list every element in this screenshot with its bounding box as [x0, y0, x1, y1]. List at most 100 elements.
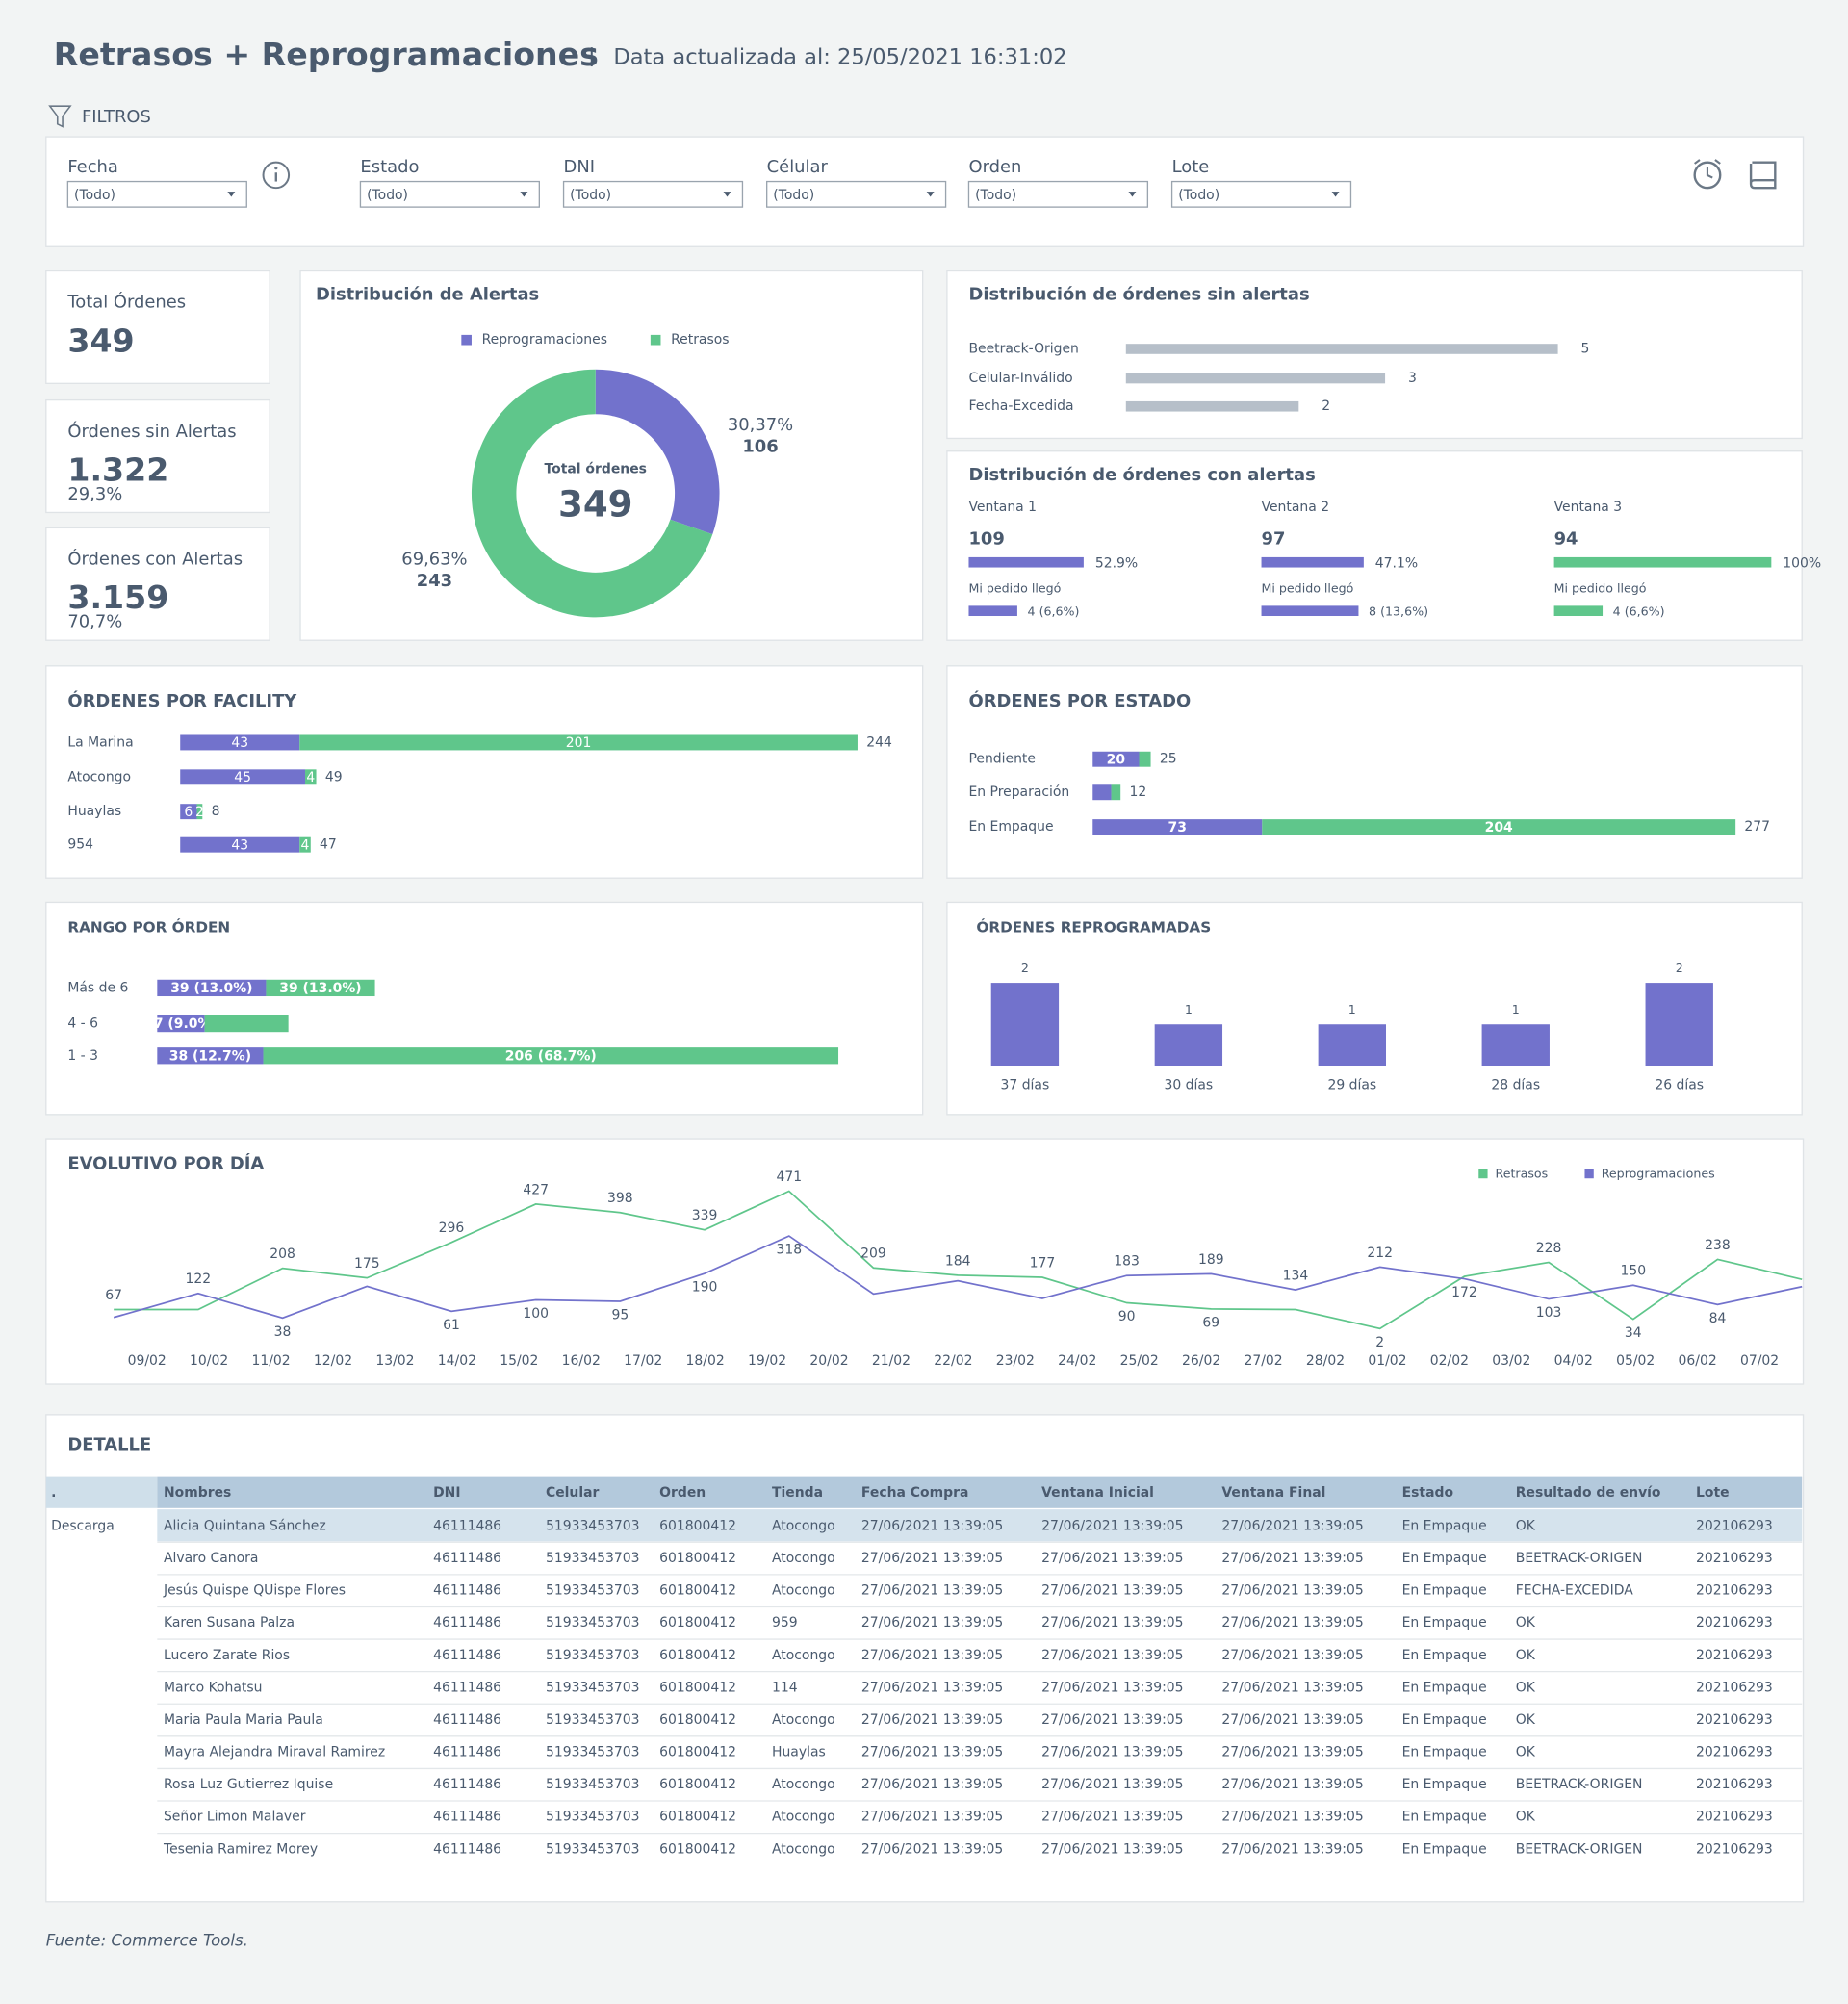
x-tick-label: 13/02	[375, 1353, 414, 1369]
segment-label: 73	[1168, 820, 1187, 835]
share-bar	[968, 556, 1084, 568]
cell: 51933453703	[546, 1777, 640, 1792]
panel	[45, 527, 270, 641]
category-label: 954	[67, 837, 93, 853]
dropdown-arrow	[227, 192, 236, 197]
cell: 27/06/2021 13:39:05	[1221, 1841, 1363, 1857]
x-tick-label: 04/02	[1554, 1353, 1593, 1369]
cell: Atocongo	[772, 1518, 835, 1533]
chart-title: Distribución de Alertas	[316, 285, 539, 305]
bar-segment	[180, 836, 300, 853]
filter-dropdown[interactable]	[766, 180, 947, 208]
legend-label: Reprogramaciones	[482, 332, 607, 347]
filter-label: Célular	[767, 157, 829, 177]
bar-segment	[157, 1047, 264, 1065]
bar-segment	[180, 734, 300, 751]
cell: 114	[772, 1680, 798, 1695]
cell: 27/06/2021 13:39:05	[1041, 1712, 1183, 1728]
cell: Rosa Luz Gutierrez Iquise	[164, 1777, 333, 1792]
share-label: 47.1%	[1375, 556, 1418, 572]
filter-dropdown[interactable]	[1170, 180, 1352, 208]
slice-label: 69,63%	[401, 550, 467, 570]
cell: 202106293	[1696, 1712, 1773, 1728]
legend-label: Retrasos	[1496, 1167, 1549, 1181]
cell: En Empaque	[1402, 1841, 1487, 1857]
column-header: Estado	[1402, 1485, 1453, 1501]
total-label: 47	[320, 837, 337, 853]
cell: 601800412	[659, 1841, 736, 1857]
cell: 202106293	[1696, 1841, 1773, 1857]
cell: En Empaque	[1402, 1745, 1487, 1760]
sub-bar	[1553, 605, 1604, 617]
filter-value: (Todo)	[773, 188, 814, 203]
cell: 601800412	[659, 1810, 736, 1825]
cell: Huaylas	[772, 1745, 826, 1760]
cell: Jesús Quispe QUispe Flores	[163, 1583, 346, 1599]
cell: 27/06/2021 13:39:05	[1041, 1648, 1183, 1663]
cell: 27/06/2021 13:39:05	[1221, 1518, 1363, 1533]
cell: 46111486	[433, 1841, 501, 1857]
bar	[1125, 344, 1558, 354]
total-label: 244	[866, 734, 892, 750]
point-label: 134	[1283, 1269, 1309, 1284]
category-label: 28 días	[1491, 1077, 1540, 1092]
selected-row	[157, 1509, 1803, 1542]
book-icon[interactable]	[1749, 161, 1777, 190]
x-tick-label: 09/02	[128, 1353, 167, 1369]
panel	[946, 665, 1803, 879]
legend-swatch	[1584, 1169, 1594, 1179]
filter-value: (Todo)	[1178, 188, 1219, 203]
category-label: La Marina	[67, 734, 133, 750]
segment-label: 6	[184, 805, 192, 820]
column-header: Celular	[546, 1485, 600, 1501]
cell: Atocongo	[772, 1648, 835, 1663]
category-label: Huaylas	[67, 804, 121, 819]
info-icon[interactable]	[262, 161, 291, 190]
kpi-label: Órdenes con Alertas	[67, 549, 243, 570]
cell: Atocongo	[772, 1583, 835, 1599]
window-value: 109	[968, 528, 1004, 549]
x-tick-label: 01/02	[1368, 1353, 1406, 1369]
filter-dropdown[interactable]	[66, 180, 247, 208]
x-tick-label: 20/02	[809, 1353, 848, 1369]
cell: 27/06/2021 13:39:05	[861, 1810, 1003, 1825]
cell: 202106293	[1696, 1615, 1773, 1631]
legend-label: Retrasos	[671, 332, 729, 347]
cell: 27/06/2021 13:39:05	[861, 1583, 1003, 1599]
bar	[1125, 400, 1299, 412]
sub-label: Mi pedido llegó	[1554, 581, 1647, 596]
kpi-sub: 70,7%	[67, 612, 122, 632]
value-label: 1	[1185, 1002, 1193, 1016]
cell: Tesenia Ramirez Morey	[163, 1841, 318, 1857]
cell: Mayra Alejandra Miraval Ramirez	[164, 1745, 385, 1760]
value-label: 3	[1408, 371, 1417, 386]
cell: 46111486	[433, 1810, 501, 1825]
cell: En Empaque	[1402, 1712, 1487, 1728]
column-header: DNI	[433, 1485, 460, 1501]
bar-segment	[180, 769, 306, 785]
cell: 27/06/2021 13:39:05	[1041, 1680, 1183, 1695]
alarm-icon[interactable]	[1693, 161, 1722, 190]
filter-dropdown[interactable]	[359, 180, 540, 208]
cell: 27/06/2021 13:39:05	[861, 1841, 1003, 1857]
filter-label: Estado	[360, 157, 419, 177]
cell: 27/06/2021 13:39:05	[1041, 1583, 1183, 1599]
total-label: 277	[1744, 819, 1770, 835]
cell: 601800412	[659, 1615, 736, 1631]
cell: 51933453703	[546, 1551, 640, 1566]
column-header: Ventana Inicial	[1041, 1485, 1154, 1501]
cell: 27/06/2021 13:39:05	[861, 1615, 1003, 1631]
cell: 27/06/2021 13:39:05	[861, 1551, 1003, 1566]
bar-segment	[196, 804, 203, 820]
bar-segment	[1092, 751, 1140, 767]
filter-dropdown[interactable]	[562, 180, 744, 208]
cell: 51933453703	[546, 1810, 640, 1825]
cell: 27/06/2021 13:39:05	[861, 1745, 1003, 1760]
cell: 27/06/2021 13:39:05	[1221, 1615, 1363, 1631]
chart-title: Distribución de órdenes sin alertas	[968, 285, 1309, 305]
filter-dropdown[interactable]	[967, 180, 1149, 208]
cell: 27/06/2021 13:39:05	[861, 1777, 1003, 1792]
chart-title: ÓRDENES POR ESTADO	[968, 690, 1191, 711]
cell: 601800412	[659, 1583, 736, 1599]
slice-count: 106	[742, 437, 778, 457]
